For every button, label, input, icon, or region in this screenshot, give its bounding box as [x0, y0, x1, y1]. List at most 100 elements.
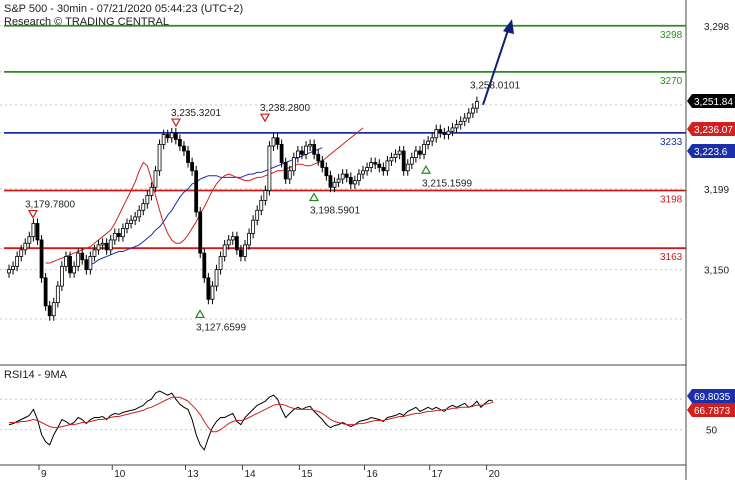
high-marker	[259, 113, 271, 123]
candle-body	[401, 150, 406, 172]
candle-body	[7, 269, 11, 274]
candle-body	[377, 163, 382, 168]
candle-body	[397, 150, 402, 155]
candle-body	[438, 129, 443, 134]
candle-body	[15, 256, 20, 267]
candle-body	[385, 160, 390, 172]
candle-body	[332, 181, 337, 188]
candle-body	[340, 173, 345, 180]
candle-body	[316, 153, 321, 162]
price-tags: 3,251.84 3,236.07 3,223.6 69.8035 66.7873	[687, 94, 735, 417]
candle-body	[116, 232, 121, 238]
candle-body	[55, 285, 60, 303]
time-tick-label: 16	[367, 469, 379, 480]
candle-body	[263, 190, 268, 201]
candle-body	[426, 140, 431, 145]
candle-body	[84, 259, 89, 271]
candle-body	[255, 209, 260, 221]
price-annotations: 3,179.7800 3,235.3201 3,238.2800 3,258.0101…	[25, 19, 520, 333]
candle-body	[161, 134, 166, 145]
candle-body	[51, 302, 56, 317]
time-tick-label: 20	[489, 469, 501, 480]
low-marker	[420, 165, 432, 174]
candle-body	[336, 178, 341, 183]
candle-body	[418, 150, 422, 155]
candle-body	[271, 137, 276, 147]
candle-body	[389, 157, 394, 162]
candle-body	[442, 132, 447, 135]
rsi-tick-label: 50	[706, 426, 718, 437]
low-marker	[194, 309, 206, 319]
candle-body	[279, 143, 284, 163]
candle-body	[72, 265, 77, 274]
candle-body	[434, 129, 439, 139]
annotation-label: 3,215.1599	[422, 178, 472, 189]
candle-body	[320, 160, 325, 168]
candle-body	[23, 242, 28, 251]
candle-body	[35, 223, 40, 241]
candle-body	[80, 252, 85, 261]
candle-body	[234, 236, 239, 251]
candle-body	[108, 239, 113, 251]
candle-body	[466, 112, 471, 119]
candle-body	[31, 223, 36, 238]
candle-body	[218, 256, 223, 271]
candle-body	[450, 127, 455, 132]
candle-body	[153, 170, 158, 188]
candle-body	[361, 170, 365, 175]
annotation-label: 3,238.2800	[260, 103, 310, 114]
price-tick-label: 3,298	[704, 22, 729, 33]
candle-body	[295, 150, 300, 158]
candle-body	[369, 162, 374, 168]
candle-body	[141, 203, 146, 211]
price-tag-last-text: 3,251.84	[694, 97, 733, 108]
candle-body	[202, 252, 207, 279]
candle-body	[226, 239, 231, 246]
candle-body	[149, 186, 154, 196]
time-tick-label: 17	[432, 469, 444, 480]
candle-body	[409, 157, 414, 165]
level-label-3198: 3198	[660, 195, 683, 206]
candle-body	[129, 219, 133, 224]
forecast-arrow-head	[503, 19, 514, 35]
candle-body	[88, 256, 93, 271]
rsi-tag-ma-bg	[687, 403, 735, 417]
candle-body	[348, 176, 353, 185]
candle-body	[59, 265, 64, 287]
candle-body	[190, 162, 195, 172]
candle-body	[287, 170, 292, 180]
candle-body	[39, 239, 44, 279]
candle-body	[173, 132, 178, 140]
time-tick-label: 14	[244, 469, 256, 480]
price-tag-ma_slow-bg	[687, 144, 735, 158]
price-tag-ma_fast-bg	[687, 122, 735, 136]
candle-body	[125, 223, 129, 229]
rsi-rsi-line	[8, 390, 494, 451]
candle-body	[308, 143, 313, 147]
candle-body	[381, 167, 386, 172]
candle-body	[304, 145, 308, 155]
candle-body	[475, 101, 479, 109]
candle-body	[92, 249, 97, 257]
candle-body	[300, 150, 304, 155]
candle-body	[324, 167, 329, 177]
candle-body	[206, 277, 211, 300]
candle-body	[145, 195, 150, 205]
low-marker	[308, 192, 320, 202]
candle-body	[182, 145, 186, 152]
candle-body	[214, 269, 219, 287]
chart-subtitle: Research © TRADING CENTRAL	[4, 16, 169, 28]
rsi-panel	[8, 390, 494, 451]
candle-body	[169, 132, 174, 139]
candle-body	[393, 153, 398, 158]
candle-body	[121, 228, 125, 238]
candle-body	[413, 150, 418, 158]
candle-body	[373, 162, 378, 165]
candle-body	[104, 242, 109, 251]
candle-body	[68, 256, 72, 274]
candle-body	[430, 137, 435, 142]
price-tag-last-bg	[687, 94, 735, 108]
candle-body	[194, 170, 199, 213]
candle-body	[422, 143, 426, 155]
